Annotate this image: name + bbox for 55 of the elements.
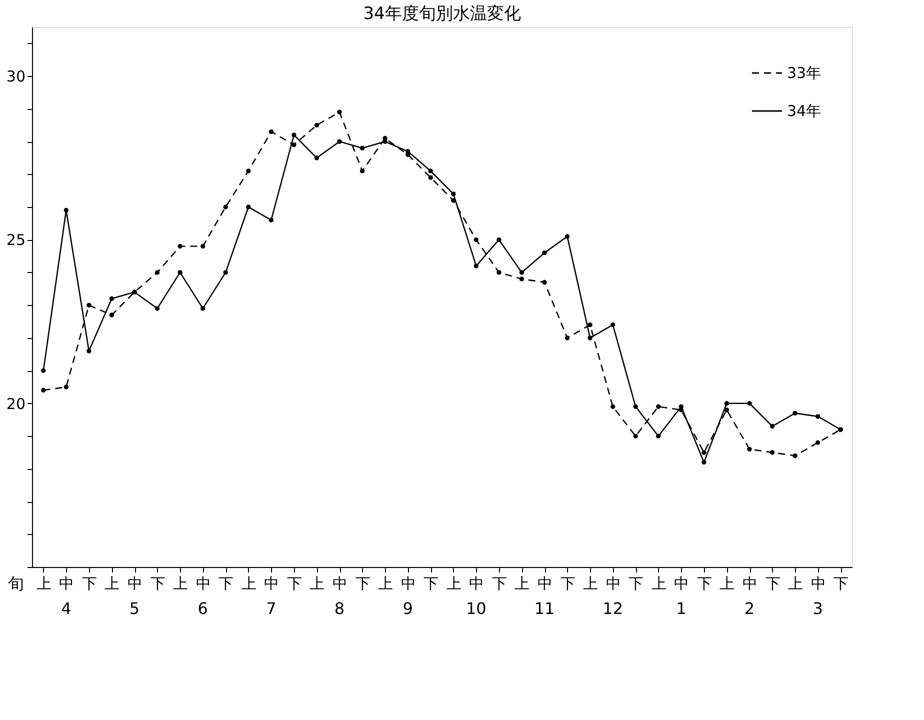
x-tick-label: 上 [378, 574, 394, 592]
text: 8 [334, 599, 345, 618]
x-tick-label: 上 [241, 574, 256, 592]
x-tick-label: 中 [742, 574, 758, 592]
x-tick-label: 下 [355, 574, 370, 592]
x-tick-label: 下 [492, 574, 507, 592]
text: 2 [744, 599, 755, 618]
text: 4 [61, 599, 72, 618]
x-tick-label: 上 [788, 574, 804, 592]
text: 9 [402, 599, 413, 618]
x-tick-label: 上 [651, 574, 666, 592]
legend-label: 33年 [787, 64, 822, 82]
x-tick-label: 上 [36, 574, 52, 592]
x-tick-label: 上 [720, 574, 735, 592]
x-tick-label: 下 [424, 574, 439, 592]
x-tick-label: 中 [606, 574, 621, 592]
text: 5 [129, 599, 140, 618]
x-tick-label: 上 [173, 574, 188, 592]
legend-label: 34年 [787, 102, 822, 120]
x-axis-title: 旬 [8, 574, 24, 593]
x-tick-label: 下 [286, 574, 302, 592]
text: 7 [266, 599, 276, 618]
x-tick-label: 中 [538, 574, 552, 592]
x-tick-label: 中 [128, 574, 142, 592]
x-tick-label: 上 [583, 574, 598, 592]
text: 12 [602, 599, 624, 618]
x-tick-label: 中 [264, 574, 280, 592]
x-tick-label: 中 [332, 574, 348, 592]
y-tick-label: 30 [6, 68, 26, 86]
x-tick-label: 下 [834, 574, 849, 592]
x-tick-label: 上 [514, 574, 530, 592]
x-tick-label: 上 [446, 574, 462, 592]
x-tick-label: 中 [196, 574, 211, 592]
y-tick-label: 25 [6, 231, 26, 250]
y-tick-label: 20 [6, 394, 26, 413]
text: 3 [812, 599, 823, 618]
x-tick-label: 中 [810, 574, 826, 592]
text: 11 [534, 599, 555, 618]
text: 10 [466, 599, 486, 618]
text: 1 [676, 599, 686, 618]
x-tick-label: 中 [469, 574, 484, 592]
x-tick-label: 中 [59, 574, 74, 592]
x-tick-label: 中 [400, 574, 416, 592]
x-tick-label: 上 [310, 574, 325, 592]
x-tick-label: 中 [674, 574, 690, 592]
x-tick-label: 下 [150, 574, 166, 592]
x-tick-label: 下 [696, 574, 712, 592]
x-tick-label: 下 [765, 574, 780, 592]
text: 6 [198, 599, 208, 618]
x-tick-label: 下 [82, 574, 97, 592]
x-tick-label: 上 [104, 574, 120, 592]
x-tick-label: 下 [560, 574, 576, 592]
x-tick-label: 下 [628, 574, 644, 592]
chart-title: 34年度旬別水温変化 [363, 4, 521, 24]
x-tick-label: 下 [218, 574, 234, 592]
